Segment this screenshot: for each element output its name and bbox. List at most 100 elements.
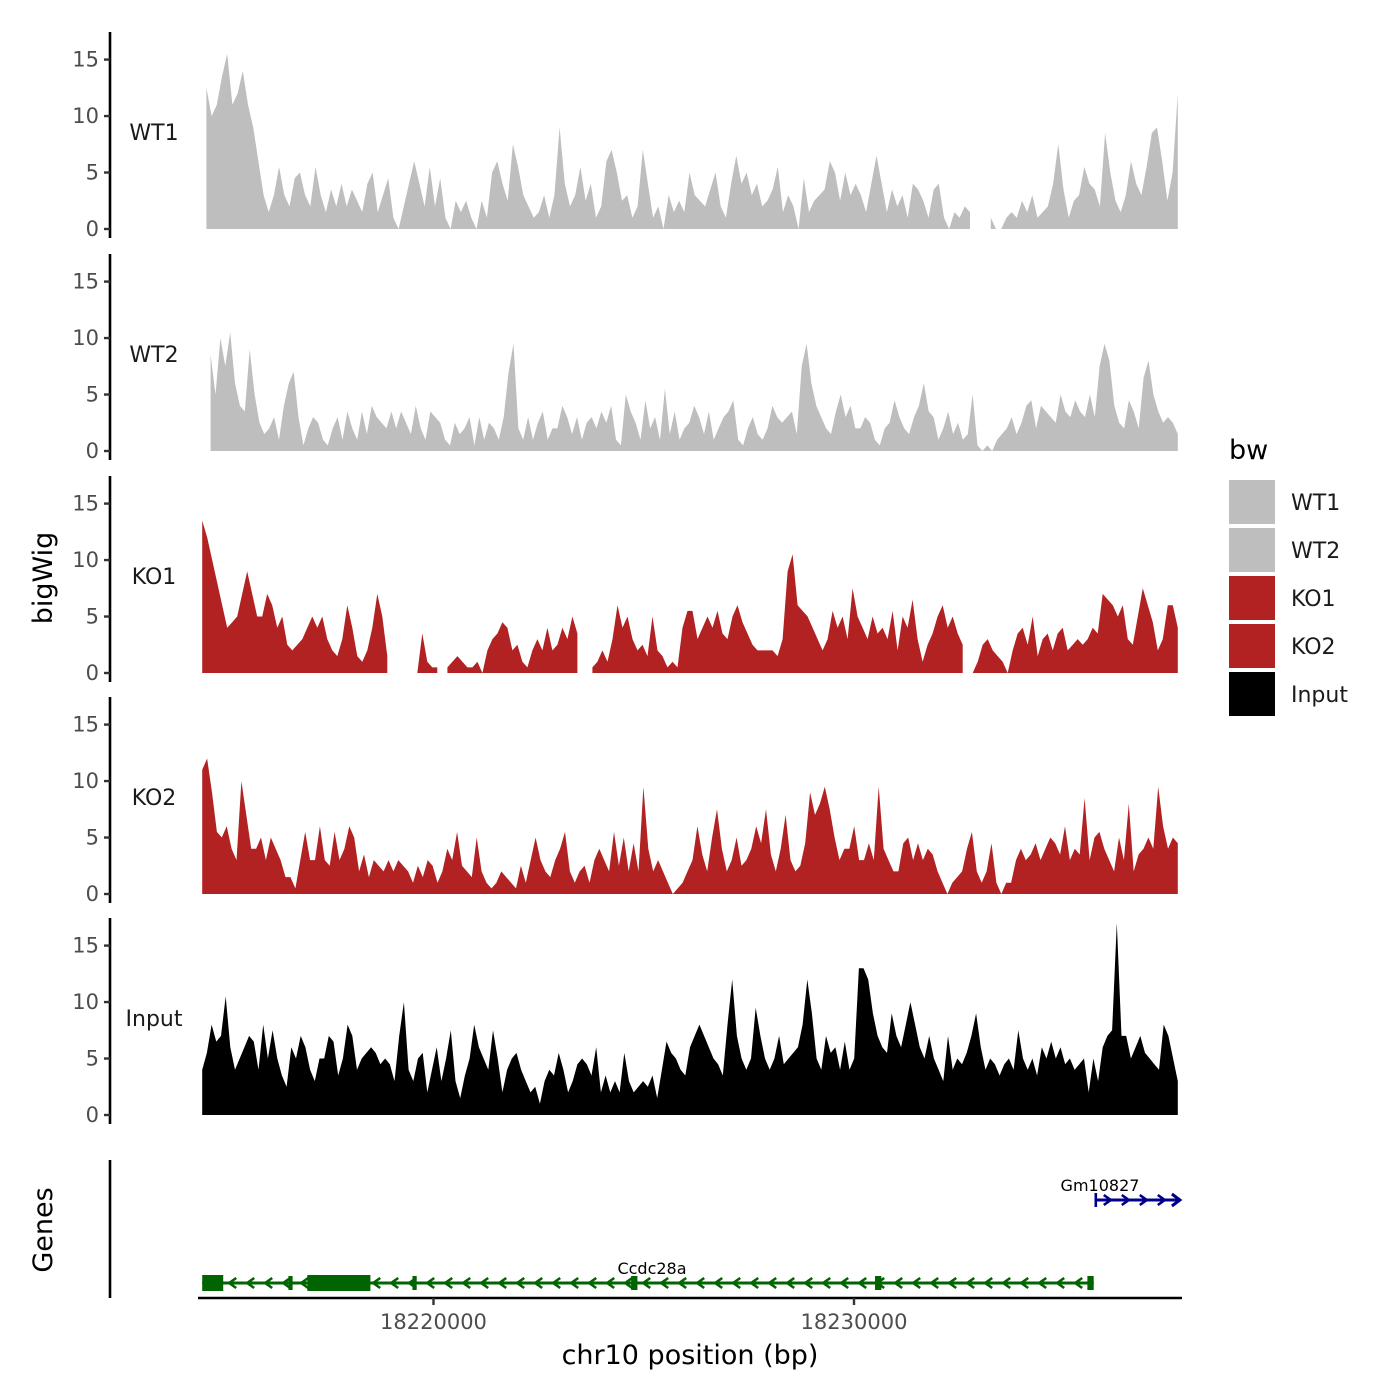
strand-chevron [676, 1276, 687, 1290]
legend-item-ko2: KO2 [1229, 624, 1336, 668]
strand-chevron [1018, 1276, 1029, 1290]
y-tick-label: 10 [72, 769, 99, 793]
legend-swatch [1229, 480, 1275, 524]
gene-end-arrow [1171, 1192, 1183, 1208]
y-tick-label: 15 [72, 48, 99, 72]
y-tick-label: 5 [86, 826, 99, 850]
strand-chevron [766, 1276, 777, 1290]
strand-chevron [550, 1276, 561, 1290]
strand-chevron [784, 1276, 795, 1290]
y-tick-label: 5 [86, 605, 99, 629]
y-tick-label: 0 [86, 217, 99, 241]
coverage-area-wt1 [990, 93, 1178, 229]
y-axis-title: bigWig [28, 532, 59, 625]
strand-chevron [712, 1276, 723, 1290]
strand-chevron [694, 1276, 705, 1290]
coverage-area-wt1 [206, 53, 970, 230]
strand-chevron [244, 1276, 255, 1290]
legend: bw WT1 WT2 KO1 KO2 Input [1229, 435, 1348, 716]
y-tick-label: 0 [86, 661, 99, 685]
genes-axis-title: Genes [28, 1187, 59, 1272]
track-label: KO2 [132, 786, 177, 811]
strand-chevron [424, 1276, 435, 1290]
coverage-area-ko1 [592, 554, 963, 673]
coverage-area-ko1 [447, 616, 578, 673]
strand-chevron [478, 1276, 489, 1290]
gene-ccdc28a: Ccdc28a [202, 1259, 1094, 1291]
x-tick-label: 18230000 [801, 1310, 908, 1334]
strand-chevron [226, 1276, 237, 1290]
coverage-area-ko1 [202, 520, 388, 673]
legend-label: WT1 [1291, 491, 1340, 516]
legend-label: WT2 [1291, 539, 1340, 564]
strand-chevron [496, 1276, 507, 1290]
strand-chevron [1139, 1193, 1150, 1207]
coverage-area-ko1 [972, 588, 1178, 673]
x-axis-title: chr10 position (bp) [562, 1340, 819, 1371]
legend-item-wt1: WT1 [1229, 480, 1340, 524]
strand-chevron [820, 1276, 831, 1290]
y-tick-label: 10 [72, 326, 99, 350]
track-ko2: 0 5 10 15 KO2 [72, 697, 1178, 906]
strand-chevron [1157, 1193, 1168, 1207]
exon [875, 1276, 882, 1290]
strand-chevron [298, 1276, 309, 1290]
y-tick-label: 5 [86, 383, 99, 407]
y-tick-label: 15 [72, 934, 99, 958]
y-tick-label: 10 [72, 548, 99, 572]
strand-chevron [838, 1276, 849, 1290]
legend-swatch [1229, 528, 1275, 572]
strand-chevron [1103, 1193, 1114, 1207]
strand-chevron [640, 1276, 651, 1290]
track-label: KO1 [132, 565, 177, 590]
y-tick-label: 0 [86, 439, 99, 463]
y-tick-label: 5 [86, 161, 99, 185]
tracks-layer: 0 5 10 15 WT1 0 5 10 15 WT2 0 5 10 15 KO1 0 5 10 15 KO2 0 5 10… [72, 32, 1178, 1127]
strand-chevron [280, 1276, 291, 1290]
strand-chevron [730, 1276, 741, 1290]
legend-item-input: Input [1229, 672, 1348, 716]
legend-swatch [1229, 624, 1275, 668]
legend-item-ko1: KO1 [1229, 576, 1336, 620]
y-tick-label: 15 [72, 713, 99, 737]
strand-chevron [262, 1276, 273, 1290]
track-label: Input [126, 1007, 183, 1032]
legend-item-wt2: WT2 [1229, 528, 1340, 572]
strand-chevron [910, 1276, 921, 1290]
gene-label: Gm10827 [1061, 1176, 1140, 1195]
legend-label: Input [1291, 683, 1348, 708]
legend-swatch [1229, 672, 1275, 716]
y-tick-label: 0 [86, 1103, 99, 1127]
coverage-area-wt2 [210, 332, 1178, 451]
coverage-area-ko2 [202, 758, 1178, 894]
strand-chevron [892, 1276, 903, 1290]
strand-chevron [1054, 1276, 1065, 1290]
strand-chevron [370, 1276, 381, 1290]
strand-chevron [856, 1276, 867, 1290]
coverage-area-input [202, 923, 1178, 1115]
strand-chevron [622, 1276, 633, 1290]
track-wt2: 0 5 10 15 WT2 [72, 254, 1178, 463]
y-tick-label: 10 [72, 990, 99, 1014]
strand-chevron [388, 1276, 399, 1290]
gene-label: Ccdc28a [617, 1259, 686, 1278]
strand-chevron [964, 1276, 975, 1290]
strand-chevron [658, 1276, 669, 1290]
strand-chevron [442, 1276, 453, 1290]
track-label: WT2 [129, 343, 178, 368]
strand-chevron [802, 1276, 813, 1290]
legend-swatch [1229, 576, 1275, 620]
strand-chevron [1000, 1276, 1011, 1290]
strand-chevron [604, 1276, 615, 1290]
strand-chevron [568, 1276, 579, 1290]
legend-label: KO1 [1291, 587, 1336, 612]
x-axis: 18220000 18230000 [198, 1296, 1182, 1334]
track-wt1: 0 5 10 15 WT1 [72, 32, 1178, 241]
strand-chevron [586, 1276, 597, 1290]
legend-title: bw [1229, 435, 1268, 466]
genes-layer: Ccdc28a Gm10827 [108, 1160, 1183, 1298]
coverage-area-ko1 [412, 633, 438, 673]
exon [412, 1276, 417, 1290]
